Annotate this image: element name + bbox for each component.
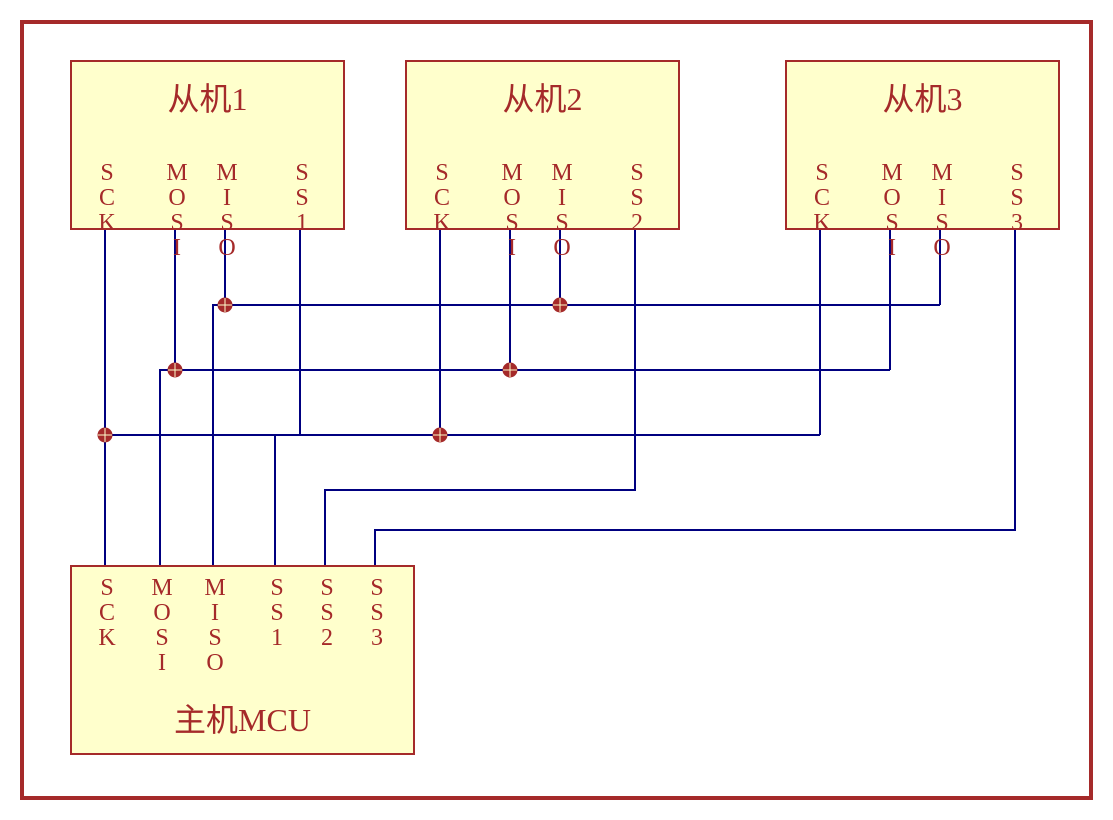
wire xyxy=(275,230,300,565)
slave-3-pin-ss3: SS3 xyxy=(1003,160,1030,235)
slave-3-pin-miso: MISO xyxy=(928,160,955,260)
wire xyxy=(160,230,175,565)
master-pin-ss1: SS1 xyxy=(263,575,290,650)
diagram-canvas: 从机1 SCK MOSI MISO SS1 从机2 SCK MOSI MISO SS2 从机3 SCK… xyxy=(0,0,1113,820)
master-pin-ss2: SS2 xyxy=(313,575,340,650)
slave-1-pin-mosi: MOSI xyxy=(163,160,190,260)
slave-1-pin-miso: MISO xyxy=(213,160,240,260)
slave-title: 从机3 xyxy=(787,74,1058,120)
wire xyxy=(375,230,1015,565)
slave-title: 从机2 xyxy=(407,74,678,120)
wire xyxy=(213,230,225,565)
master-pin-sck: SCK xyxy=(93,575,120,650)
master-pin-mosi: MOSI xyxy=(148,575,175,675)
slave-3-pin-sck: SCK xyxy=(808,160,835,235)
slave-1-pin-ss1: SS1 xyxy=(288,160,315,235)
slave-title: 从机1 xyxy=(72,74,343,120)
slave-2-pin-sck: SCK xyxy=(428,160,455,235)
master-pin-ss3: SS3 xyxy=(363,575,390,650)
slave-2-pin-mosi: MOSI xyxy=(498,160,525,260)
master-pin-miso: MISO xyxy=(201,575,228,675)
slave-2-pin-ss2: SS2 xyxy=(623,160,650,235)
master-title: 主机MCU xyxy=(72,695,413,741)
slave-3-pin-mosi: MOSI xyxy=(878,160,905,260)
wire xyxy=(325,230,635,565)
slave-1-pin-sck: SCK xyxy=(93,160,120,235)
slave-2-pin-miso: MISO xyxy=(548,160,575,260)
